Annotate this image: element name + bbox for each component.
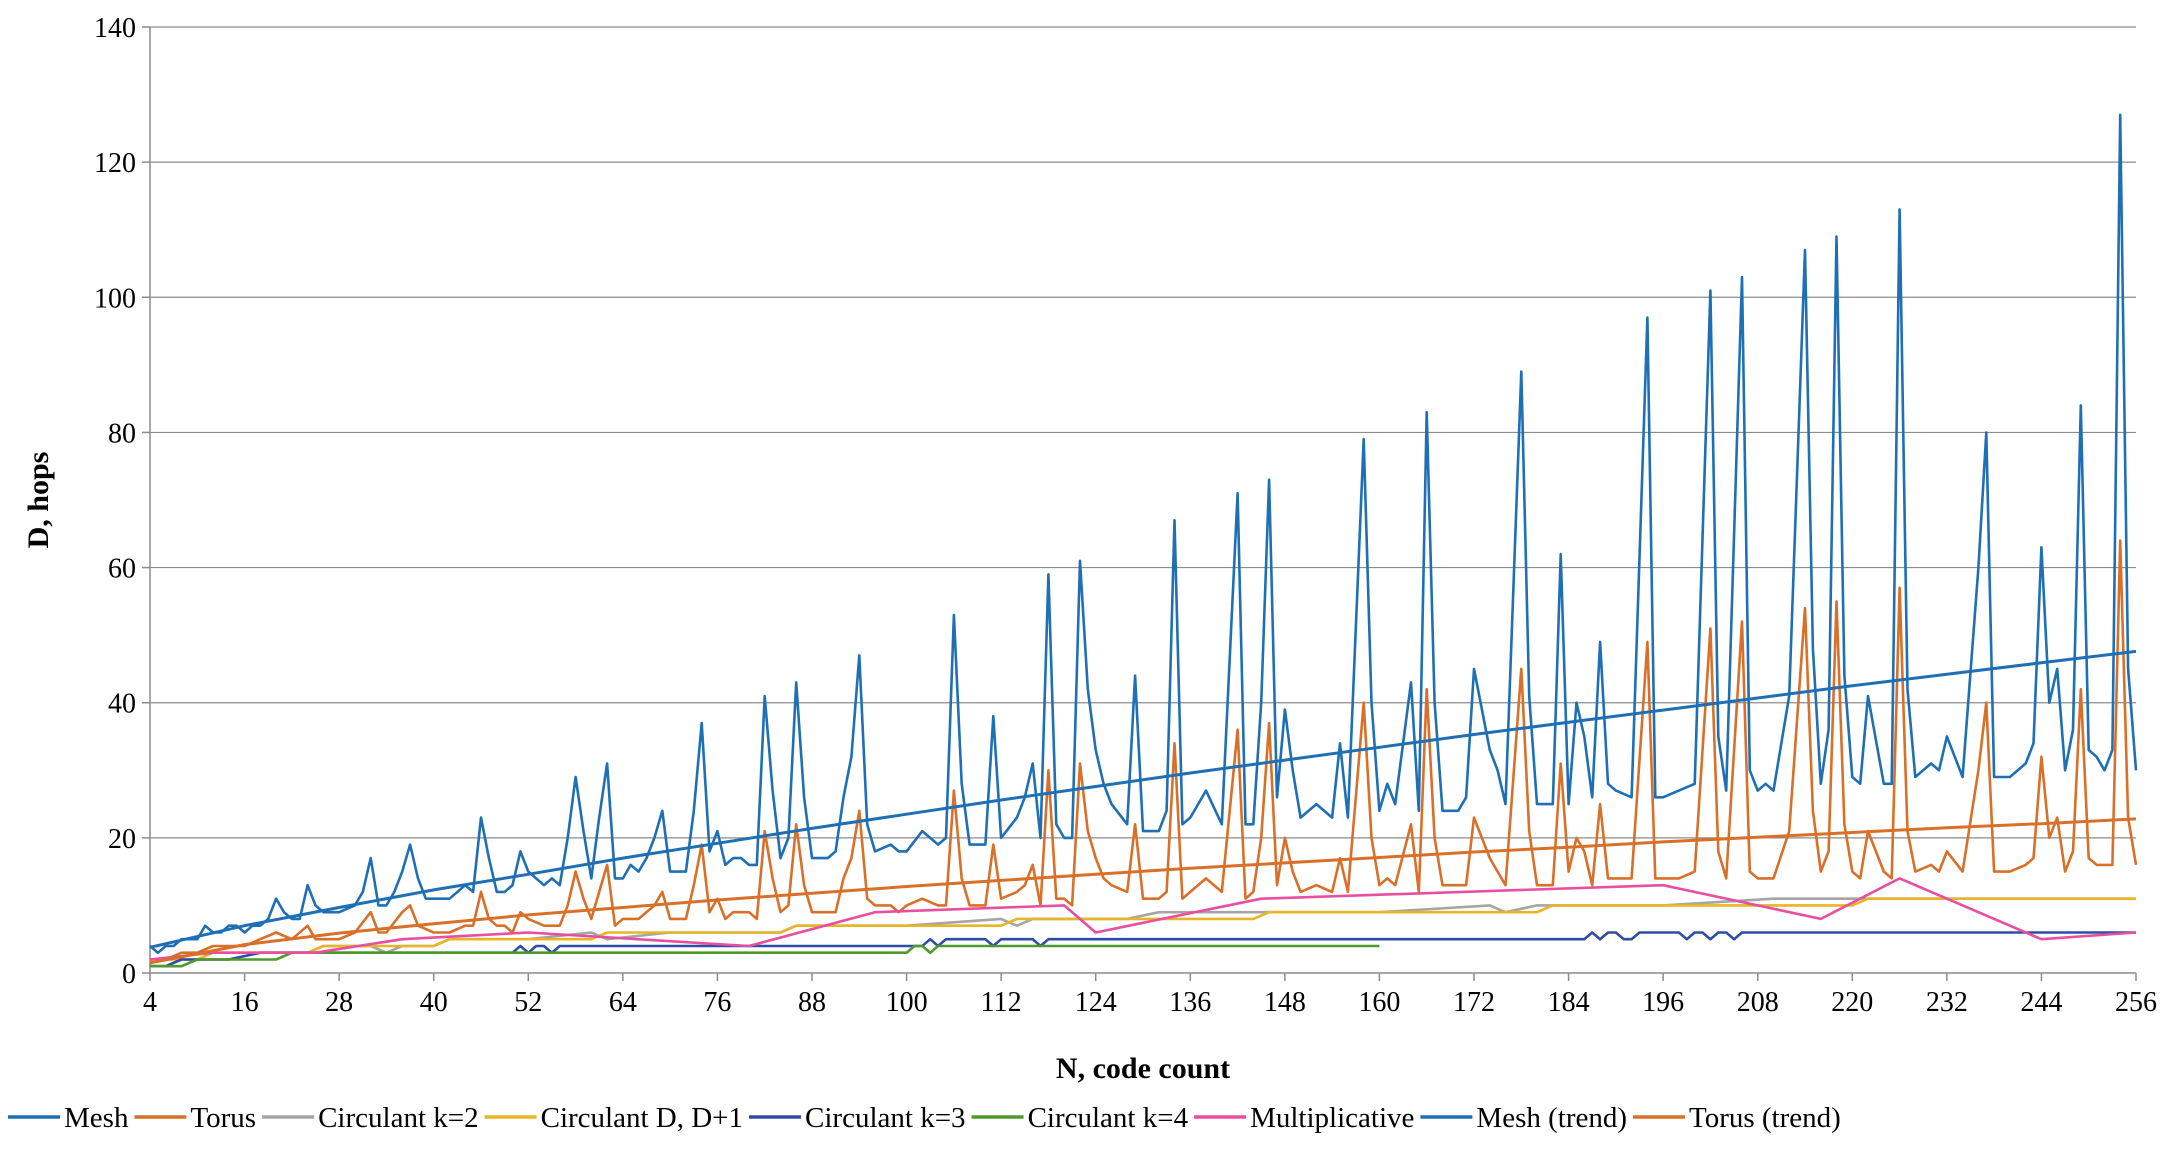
series-circulant-k-4-line (150, 944, 1380, 968)
y-tick-label: 100 (94, 283, 136, 314)
series-mesh-line (149, 113, 2138, 955)
y-tick-label: 120 (94, 148, 136, 179)
y-tick-label: 40 (108, 689, 136, 720)
x-tick-label: 16 (231, 987, 259, 1018)
series-torus-line (150, 539, 2138, 961)
x-tick-label: 196 (1642, 987, 1684, 1018)
legend-entry: Torus (190, 1102, 256, 1134)
x-tick-label: 232 (1926, 987, 1968, 1018)
x-tick-label: 76 (703, 987, 731, 1018)
x-tick-label: 28 (325, 987, 353, 1018)
x-tick-label: 148 (1264, 987, 1306, 1018)
plot-area (149, 113, 2138, 968)
x-tick-label: 64 (609, 987, 637, 1018)
legend-entry: Mesh (64, 1102, 129, 1134)
x-tick-label: 112 (981, 987, 1022, 1018)
legend-entry: Torus (trend) (1689, 1102, 1841, 1134)
y-tick-labels: 0 20 40 60 80 100 120 140 (94, 13, 150, 990)
series-circulant-k-3-line (150, 931, 2136, 968)
y-tick-label: 20 (108, 824, 136, 855)
legend: Mesh Torus Circulant k=2 Circulant D, D+1 Ci… (8, 1102, 1841, 1134)
y-tick-label: 140 (94, 13, 136, 44)
legend-entry: Circulant k=3 (805, 1102, 966, 1134)
x-tick-label: 160 (1358, 987, 1400, 1018)
x-tick-label: 208 (1737, 987, 1779, 1018)
legend-entry: Circulant D, D+1 (541, 1102, 743, 1134)
legend-entry: Multiplicative (1250, 1102, 1414, 1134)
x-tick-label: 100 (886, 987, 928, 1018)
x-tick-label: 40 (420, 987, 448, 1018)
axes (149, 27, 2136, 974)
x-tick-label: 136 (1169, 987, 1211, 1018)
x-axis-title: N, code count (1056, 1052, 1230, 1085)
series-multiplicative-line (149, 877, 2137, 961)
series-torus-trend-line (149, 817, 2137, 965)
y-axis-title: D, hops (22, 452, 55, 549)
x-tick-label: 124 (1075, 987, 1117, 1018)
x-tick-label: 220 (1831, 987, 1873, 1018)
x-tick-label: 184 (1548, 987, 1590, 1018)
x-tick-label: 88 (798, 987, 826, 1018)
x-tick-label: 4 (143, 987, 157, 1018)
series-mesh-trend-line (149, 649, 2137, 949)
legend-entry: Mesh (trend) (1476, 1102, 1627, 1134)
x-tick-labels: 4 16 28 40 52 64 76 88 100 112 124 136 148 160 172 184 1… (143, 973, 2157, 1018)
x-tick-label: 244 (2020, 987, 2062, 1018)
y-tick-label: 60 (108, 554, 136, 585)
x-tick-label: 256 (2115, 987, 2157, 1018)
x-tick-label: 52 (514, 987, 542, 1018)
legend-entry: Circulant k=4 (1028, 1102, 1189, 1134)
series-circulant-d-d-1-line (150, 897, 2136, 961)
x-tick-label: 172 (1453, 987, 1495, 1018)
grid (150, 26, 2136, 839)
y-tick-label: 80 (108, 418, 136, 449)
legend-entry: Circulant k=2 (318, 1102, 479, 1134)
y-tick-label: 0 (122, 959, 136, 990)
